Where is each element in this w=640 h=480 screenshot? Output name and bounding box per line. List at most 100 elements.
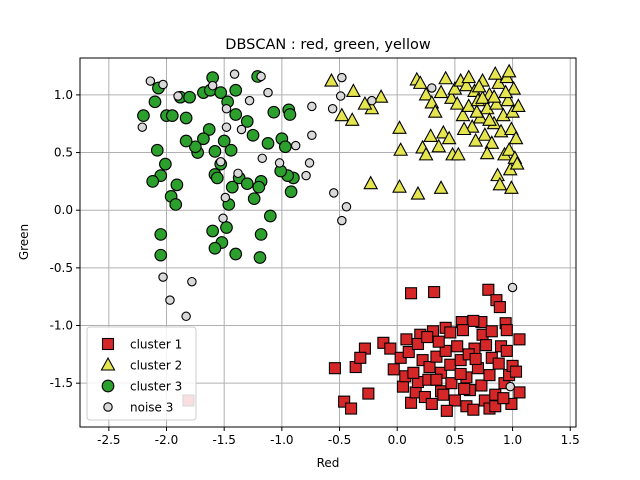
cluster-1-point [489,400,502,413]
noise-3-point [257,153,268,164]
noise-3-point [341,202,352,212]
cluster-3-point [179,134,193,148]
cluster-2-point [501,63,517,78]
cluster-3-point [154,228,168,241]
noise-3-point [221,122,232,132]
cluster-2-point [334,107,350,122]
cluster-3-point [208,241,222,255]
cluster-1-point [485,325,498,338]
cluster-3-point [253,251,267,264]
series-cluster-3 [137,70,300,264]
cluster-1-point [475,379,488,392]
chart-title: DBSCAN : red, green, yellow [225,37,431,53]
noise-3-point [274,158,285,168]
x-tick-label: 0.0 [388,433,407,447]
cluster-2-point [475,90,490,104]
cluster-1-point [500,324,513,337]
cluster-2-point [450,146,466,161]
cluster-1-point [483,369,496,382]
cluster-3-point [137,109,150,123]
cluster-3-point [278,140,292,154]
cluster-1-point [402,345,415,359]
cluster-2-point [393,142,409,156]
cluster-3-point [229,108,243,121]
cluster-1-point [440,404,453,417]
cluster-2-point [493,123,509,138]
cluster-2-point [455,107,471,122]
cluster-1-point [405,287,418,300]
noise-3-point [304,158,315,168]
cluster-2-point [486,89,502,103]
x-tick-label: -1.0 [270,433,293,447]
series-cluster-2 [324,63,526,200]
legend-label: cluster 2 [130,359,182,373]
cluster-3-point [267,105,281,119]
cluster-3-point [247,192,261,206]
y-tick-label: -0.5 [50,261,73,275]
cluster-3-point [197,132,210,146]
cluster-1-point [418,390,431,404]
cluster-3-point [214,86,228,99]
noise-3-point [337,215,347,226]
cluster-3-point [146,175,160,188]
cluster-2-point [503,180,519,194]
legend-marker-cluster-2 [100,356,116,371]
cluster-2-point [482,112,497,126]
cluster-1-point [328,362,341,375]
cluster-3-point [169,198,183,211]
noise-3-point [301,170,311,181]
cluster-2-point [490,167,505,182]
cluster-2-point [435,124,451,139]
noise-3-point [329,188,339,198]
cluster-1-point [396,380,410,393]
y-tick-label: 0.0 [54,203,73,217]
x-tick-label: -0.5 [328,433,351,447]
cluster-1-point [454,367,467,381]
cluster-2-point [458,77,474,92]
cluster-1-point [425,397,438,410]
cluster-2-point [418,146,434,161]
cluster-3-point [240,177,254,191]
cluster-3-point [202,123,216,136]
cluster-3-point [183,90,196,104]
cluster-1-point [493,301,506,314]
cluster-3-point [159,157,172,171]
cluster-3-point [283,108,297,121]
cluster-2-point [410,185,426,200]
cluster-2-point [324,72,339,87]
grid-lines [80,58,576,427]
legend: cluster 1 cluster 2 cluster 3 noise 3 [86,326,197,421]
cluster-2-point [443,90,459,104]
cluster-3-point [217,134,231,148]
cluster-1-point [500,344,513,357]
series-cluster-1 [182,283,526,417]
cluster-2-point [492,176,508,191]
axis-ticks: -2.5 -2.0 -1.5 -1.0 -0.5 0.0 0.5 1.0 1.5 -1.5 -1.0… [50,88,580,447]
cluster-3-point [224,143,238,157]
cluster-3-point [208,145,222,158]
noise-3-point [256,71,266,82]
cluster-3-point [240,115,254,128]
cluster-2-point [479,145,495,160]
noise-3-point [335,91,346,101]
cluster-2-point [447,80,463,95]
noise-3-point [307,130,317,141]
noise-3-point [244,95,255,106]
cluster-2-point [449,95,465,110]
cluster-2-point [488,95,504,110]
data-points [137,63,526,417]
y-tick-label: 0.5 [54,146,73,160]
y-tick-label: 1.0 [54,88,73,102]
y-axis-label: Green [17,224,31,260]
cluster-1-point [497,392,510,405]
noise-3-point [233,168,243,179]
cluster-3-point [225,180,239,194]
cluster-3-point [252,180,266,194]
cluster-3-point [154,248,168,262]
cluster-2-point [423,128,439,142]
cluster-1-point [513,333,526,346]
cluster-1-point [400,333,413,346]
noise-3-point [427,83,437,93]
noise-3-point [158,79,168,90]
cluster-3-point [188,140,202,154]
